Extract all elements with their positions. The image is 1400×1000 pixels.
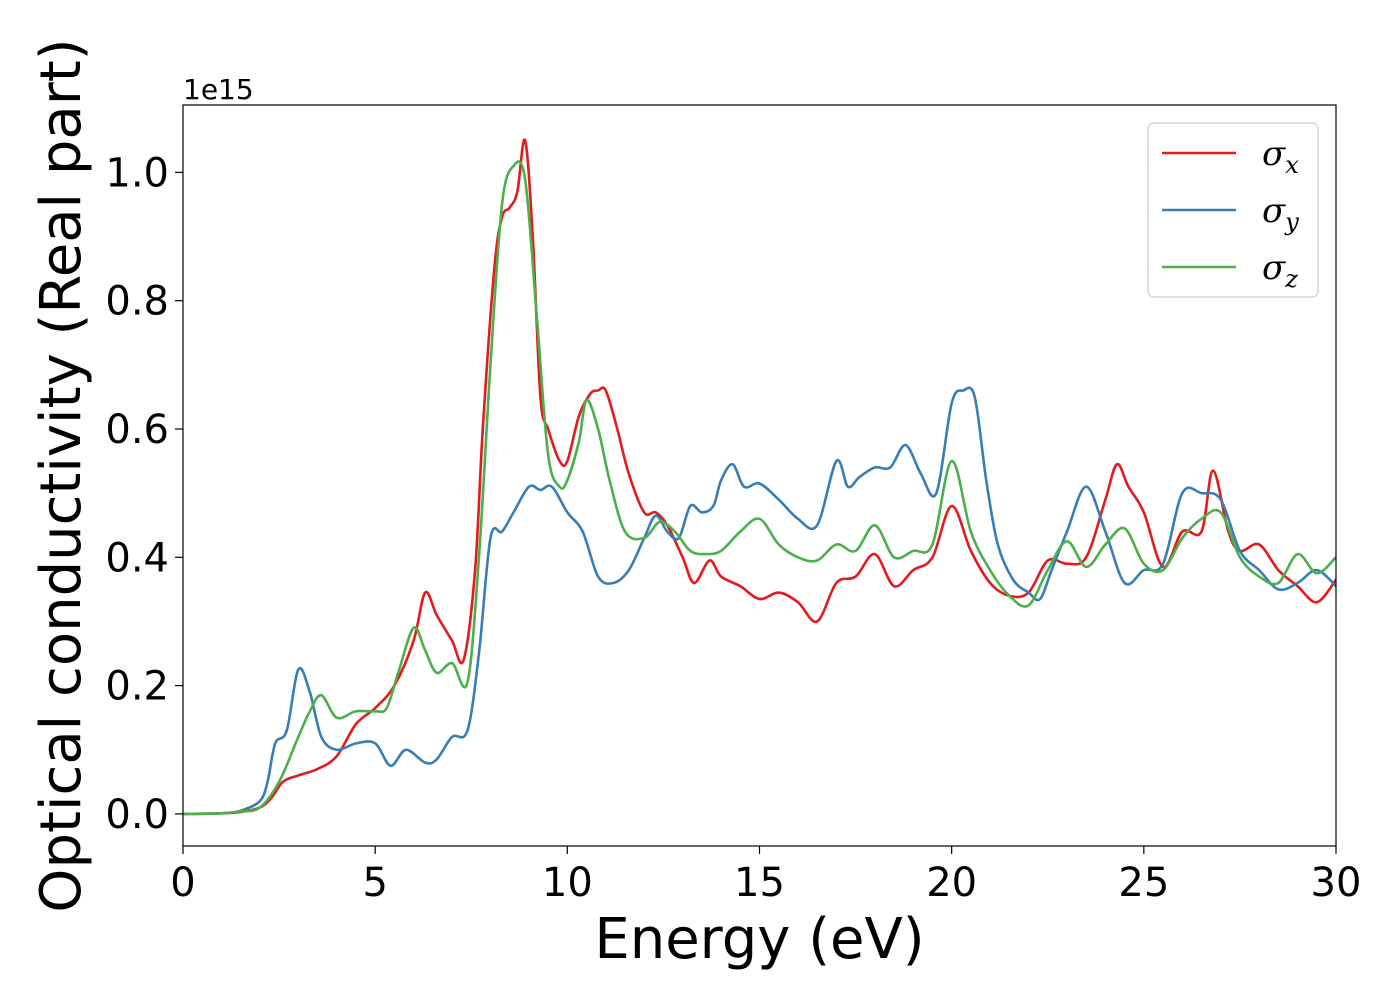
y-tick-label: 0.2: [105, 664, 169, 710]
x-tick-label: 15: [734, 860, 785, 906]
y-offset-label: 1e15: [183, 73, 254, 106]
series-line-x: [183, 138, 1336, 816]
x-tick-label: 5: [362, 860, 387, 906]
y-tick-label: 0.0: [105, 792, 169, 838]
legend-label-x: σx: [1262, 134, 1299, 179]
x-tick-label: 10: [542, 860, 593, 906]
x-axis: 0 5 10 15 20 25 30: [170, 846, 1361, 906]
x-tick-label: 0: [170, 860, 195, 906]
x-tick-label: 30: [1311, 860, 1362, 906]
x-tick-label: 20: [926, 860, 977, 906]
y-tick-label: 0.4: [105, 535, 169, 581]
x-axis-title: Energy (eV): [594, 907, 924, 972]
y-tick-label: 0.6: [105, 407, 169, 453]
y-tick-label: 0.8: [105, 279, 169, 325]
y-tick-label: 1.0: [105, 150, 169, 196]
y-axis-title: Optical conductivity (Real part): [29, 38, 94, 912]
x-tick-label: 25: [1118, 860, 1169, 906]
series-layer: [183, 138, 1336, 816]
legend-label-z: σz: [1262, 248, 1298, 293]
legend-label-y: σy: [1262, 191, 1299, 236]
series-line-z: [183, 160, 1336, 816]
series-line-y: [183, 386, 1336, 816]
legend: σx σy σz: [1147, 122, 1319, 298]
y-axis: 0.0 0.2 0.4 0.6 0.8 1.0: [105, 150, 183, 838]
